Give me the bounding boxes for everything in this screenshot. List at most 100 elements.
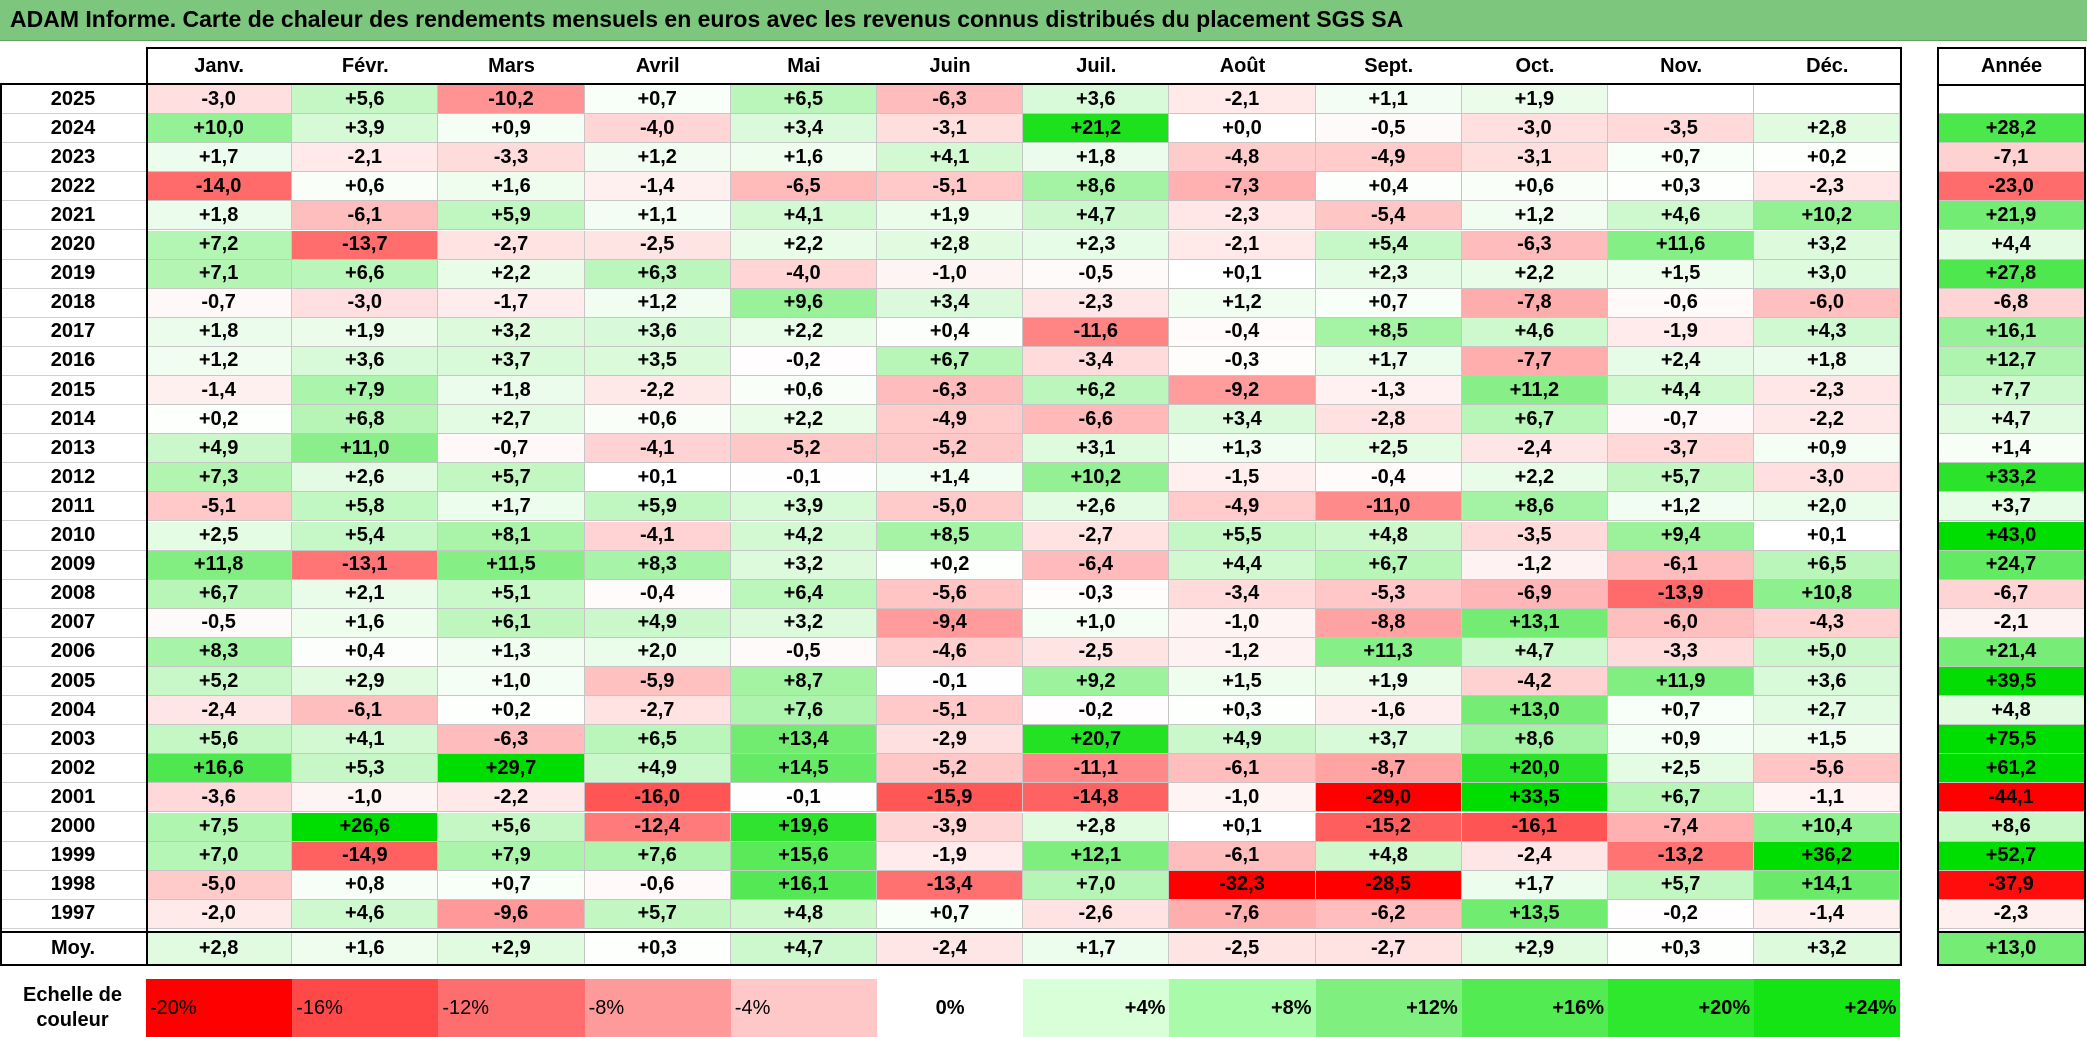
heatmap-cell [1754,85,1901,115]
year-label: 2003 [0,725,146,755]
heatmap-cell: +1,5 [1608,259,1755,289]
heatmap-cell: -6,0 [1608,608,1755,638]
heatmap-cell: +1,5 [1754,725,1901,755]
heatmap-cell: +5,0 [1754,637,1901,667]
year-label: 2020 [0,231,146,260]
heatmap-cell: +11,9 [1608,667,1755,697]
heatmap-cell: +3,5 [584,346,731,376]
heatmap-cell: -6,1 [1169,841,1316,871]
heatmap-cell: +4,8 [1315,521,1462,551]
heatmap-cell: +1,1 [1315,85,1462,115]
heatmap-cell: -4,9 [877,405,1024,435]
heatmap-cell: -1,9 [1608,317,1755,347]
heatmap-cell: +1,5 [1169,667,1316,697]
heatmap-cell: +1,9 [292,317,439,347]
heatmap-cell: -1,7 [438,288,585,318]
heatmap-cell: +0,1 [584,463,731,493]
heatmap-cell: -6,1 [1608,550,1755,580]
heatmap-cell: +8,5 [1315,317,1462,347]
heatmap-cell: +5,7 [584,899,731,929]
heatmap-cell: +1,7 [1461,870,1608,900]
heatmap-cell: +0,6 [292,172,439,202]
heatmap-cell: -6,9 [1461,579,1608,609]
heatmap-cell: -1,4 [146,376,293,406]
heatmap-cell: -2,1 [1169,230,1316,260]
heatmap-cell: -1,2 [1461,550,1608,580]
heatmap-cell: +3,6 [1754,667,1901,697]
heatmap-cell: +1,8 [1023,143,1170,173]
heatmap-cell: +4,9 [584,754,731,784]
annual-cell: +4,7 [1938,405,2085,435]
heatmap-cell: +0,7 [877,899,1024,929]
heatmap-cell: -14,0 [146,172,293,202]
heatmap-cell: +20,7 [1023,725,1170,755]
heatmap-cell: -5,0 [146,870,293,900]
heatmap-cell: +13,1 [1461,608,1608,638]
heatmap-cell: +0,9 [1608,725,1755,755]
year-label: 1999 [0,842,146,871]
heatmap-cell: -2,4 [1461,841,1608,871]
heatmap-cell: +6,5 [584,725,731,755]
heatmap-cell: +0,1 [1754,521,1901,551]
heatmap-cell: -9,2 [1169,376,1316,406]
heatmap-cell: +2,1 [292,579,439,609]
heatmap-cell: +4,8 [1315,841,1462,871]
column-header: Févr. [292,47,439,85]
heatmap-cell: -2,5 [584,230,731,260]
heatmap-cell: +7,3 [146,463,293,493]
heatmap-cell: -11,0 [1315,492,1462,522]
heatmap-cell: +8,6 [1023,172,1170,202]
year-label: 2001 [0,783,146,813]
heatmap-cell: +6,1 [438,608,585,638]
heatmap-cell: +5,4 [292,521,439,551]
heatmap-cell: -1,3 [1315,376,1462,406]
heatmap-cell: +1,9 [877,201,1024,231]
heatmap-cell: +16,6 [146,754,293,784]
heatmap-cell: -1,0 [877,259,1024,289]
heatmap-cell: -1,1 [1754,783,1901,813]
heatmap-cell: -0,7 [438,434,585,464]
heatmap-cell: +6,7 [877,346,1024,376]
annual-cell: +39,5 [1938,667,2085,697]
heatmap-cell: +11,5 [438,550,585,580]
column-header: Déc. [1754,47,1901,85]
heatmap-cell: +6,7 [1608,783,1755,813]
heatmap-cell: +3,9 [292,114,439,144]
heatmap-cell: +2,8 [877,230,1024,260]
heatmap-cell: -5,4 [1315,201,1462,231]
heatmap-cell: +6,7 [146,579,293,609]
heatmap-cell: +4,6 [1608,201,1755,231]
heatmap-cell: -1,5 [1169,463,1316,493]
heatmap-cell: +0,6 [584,405,731,435]
year-label: 2015 [0,376,146,406]
heatmap-cell: -5,3 [1315,579,1462,609]
heatmap-cell: -2,4 [1461,434,1608,464]
heatmap-cell: -4,3 [1754,608,1901,638]
heatmap-cell: +5,7 [438,463,585,493]
heatmap-cell: +4,9 [146,434,293,464]
heatmap-cell: +13,4 [730,725,877,755]
heatmap-cell: -0,7 [146,288,293,318]
color-scale-swatch: -8% [584,979,731,1037]
heatmap-cell: -0,7 [1608,405,1755,435]
heatmap-cell: +2,0 [584,637,731,667]
heatmap-cell: +5,2 [146,667,293,697]
year-label: 2005 [0,667,146,697]
heatmap-cell: -3,6 [146,783,293,813]
average-cell: -2,7 [1315,932,1462,966]
heatmap-cell: +1,9 [1461,85,1608,115]
heatmap-cell: +29,7 [438,754,585,784]
heatmap-cell: +8,5 [877,521,1024,551]
average-cell: +2,8 [146,932,293,966]
year-label: 2002 [0,754,146,784]
heatmap-cell: -5,2 [877,754,1024,784]
column-header: Mars [438,47,585,85]
heatmap-cell: +36,2 [1754,841,1901,871]
heatmap-cell: +1,6 [730,143,877,173]
heatmap-cell: +5,5 [1169,521,1316,551]
heatmap-cell: -9,4 [877,608,1024,638]
heatmap-cell: +7,5 [146,812,293,842]
heatmap-cell: -3,1 [877,114,1024,144]
heatmap-cell: +0,4 [1315,172,1462,202]
average-cell: +1,7 [1023,932,1170,966]
